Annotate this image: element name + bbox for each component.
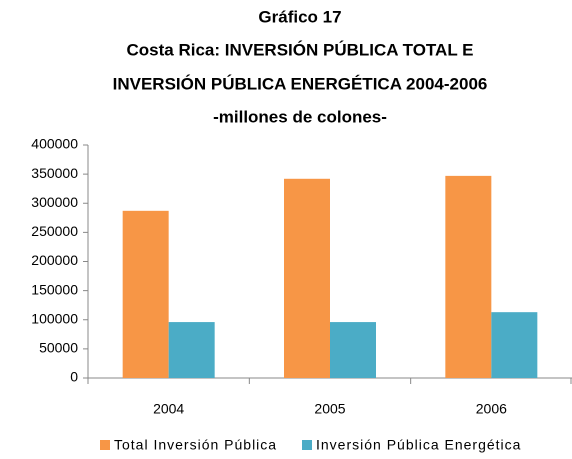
legend-swatch <box>302 440 312 450</box>
legend-swatch <box>100 440 110 450</box>
y-tick-label: 300000 <box>31 194 78 210</box>
chart-subtitle: INVERSIÓN PÚBLICA ENERGÉTICA 2004-2006 <box>113 74 488 93</box>
y-tick-label: 250000 <box>31 223 78 239</box>
y-tick-label: 350000 <box>31 165 78 181</box>
x-tick-label: 2004 <box>153 401 184 417</box>
chart-title: Gráfico 17 <box>258 7 341 26</box>
y-tick-label: 50000 <box>39 340 78 356</box>
bar <box>168 322 215 378</box>
legend-label: Inversión Pública Energética <box>316 437 521 453</box>
x-tick-label: 2005 <box>314 401 345 417</box>
y-tick-label: 200000 <box>31 252 78 268</box>
bar <box>330 322 376 378</box>
y-tick-label: 400000 <box>31 136 78 152</box>
y-tick-label: 0 <box>70 369 78 385</box>
bar <box>491 312 538 378</box>
y-tick-label: 150000 <box>31 281 78 297</box>
bar <box>284 178 330 378</box>
bar <box>445 175 492 378</box>
legend-label: Total Inversión Pública <box>114 437 277 453</box>
chart-subtitle: Costa Rica: INVERSIÓN PÚBLICA TOTAL E <box>127 40 474 59</box>
y-tick-label: 100000 <box>31 310 78 326</box>
bar <box>122 210 169 378</box>
chart-subtitle: -millones de colones- <box>213 107 387 126</box>
x-tick-label: 2006 <box>476 401 507 417</box>
